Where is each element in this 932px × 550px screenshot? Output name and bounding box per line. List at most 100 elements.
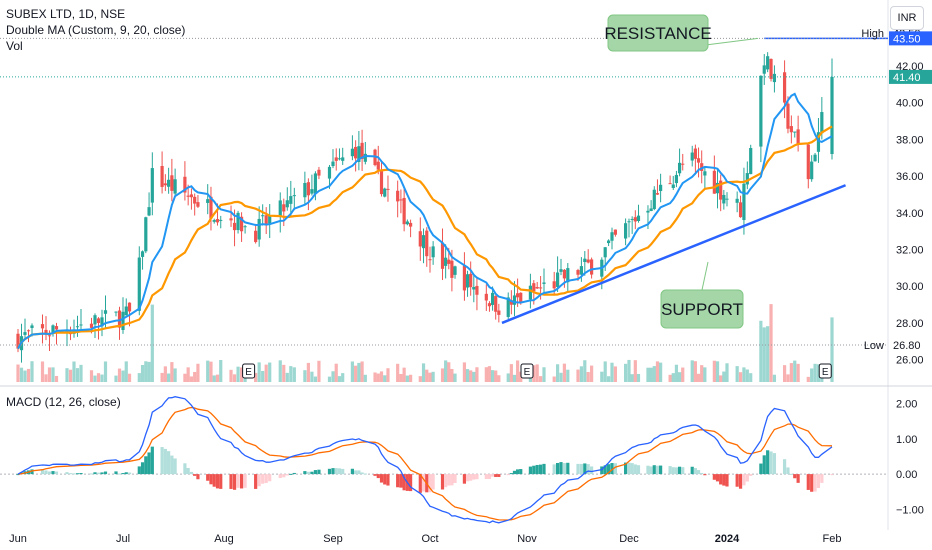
macd-histogram-bar	[72, 473, 76, 475]
macd-histogram-bar	[690, 466, 694, 475]
candle-body	[26, 330, 31, 332]
volume-bar	[722, 371, 726, 382]
volume-indicator-label[interactable]: Vol	[6, 39, 23, 53]
candle-body	[360, 142, 364, 159]
volume-bar	[677, 372, 682, 382]
macd-histogram-bar	[124, 472, 128, 475]
volume-bar	[386, 368, 390, 382]
volume-bar	[215, 374, 220, 382]
candle-body	[810, 161, 814, 180]
resistance-tag-value: 43.50	[893, 33, 921, 45]
macd-histogram-bar	[472, 474, 476, 480]
ma-indicator-label[interactable]: Double MA (Custom, 9, 20, close)	[6, 23, 186, 37]
macd-histogram-bar	[590, 466, 594, 475]
volume-bar	[681, 367, 685, 382]
volume-bar	[117, 368, 122, 382]
volume-bar	[630, 374, 634, 382]
macd-histogram-bar	[40, 469, 45, 475]
volume-bar	[652, 366, 656, 382]
macd-histogram-bar	[738, 474, 743, 489]
macd-histogram-bar	[646, 465, 650, 475]
macd-histogram-bar	[559, 462, 563, 475]
last-price-tag-bg	[889, 69, 932, 84]
volume-bar	[646, 367, 650, 382]
volume-bar	[341, 373, 345, 382]
volume-bar	[127, 373, 132, 382]
macd-tick-label: 1.00	[896, 434, 917, 446]
candle-body	[54, 326, 59, 330]
resistance-tag: 43.50	[889, 31, 932, 46]
volume-bar	[354, 365, 358, 382]
macd-histogram-bar	[317, 469, 321, 475]
candle-body	[163, 183, 167, 186]
volume-bar	[472, 371, 476, 382]
macd-tick-label: 0.00	[896, 469, 917, 481]
volume-bar	[72, 361, 76, 382]
macd-line	[17, 396, 833, 524]
volume-bar	[607, 376, 611, 382]
candle-body	[386, 188, 390, 190]
macd-histogram-bar	[624, 462, 628, 475]
macd-tick-label: −1.00	[896, 504, 924, 516]
volume-bar	[93, 375, 97, 382]
candle-body	[738, 202, 743, 218]
macd-histogram-bar	[816, 474, 821, 488]
macd-histogram-bar	[516, 469, 520, 475]
macd-histogram-bar	[649, 466, 653, 475]
macd-histogram-bar	[189, 471, 194, 475]
volume-bar	[484, 367, 488, 382]
candle-body	[121, 311, 125, 331]
macd-histogram-bar	[144, 456, 148, 475]
candle-body	[487, 303, 492, 307]
candle-body	[646, 210, 650, 213]
volume-bar	[47, 367, 52, 382]
macd-histogram-bar	[766, 450, 770, 475]
volume-bar	[506, 373, 510, 382]
macd-histogram-bar	[636, 465, 641, 475]
candle-body	[535, 287, 539, 289]
volume-bar	[494, 370, 498, 382]
volume-bar	[668, 374, 672, 382]
candle-body	[229, 218, 233, 221]
macd-histogram-bar	[583, 463, 587, 475]
volume-bar	[566, 369, 570, 382]
volume-bar	[310, 371, 314, 382]
macd-histogram-bar	[566, 462, 570, 475]
macd-histogram-bar	[313, 470, 318, 475]
candle-body	[715, 182, 720, 194]
earnings-marker-box	[520, 363, 534, 379]
candle-body	[830, 76, 834, 155]
candle-body	[484, 293, 488, 301]
volume-bar	[167, 373, 171, 382]
candle-body	[813, 154, 817, 162]
macd-histogram-bar	[239, 474, 244, 489]
high-tag-caption: High	[861, 28, 884, 40]
macd-histogram-bar	[719, 474, 723, 485]
macd-histogram-bar	[264, 474, 268, 484]
volume-bar	[421, 363, 426, 382]
macd-histogram-bar	[512, 470, 517, 475]
macd-histogram-bar	[350, 468, 354, 475]
volume-bar	[289, 366, 293, 382]
macd-histogram-bar	[440, 474, 445, 490]
macd-histogram-bar	[327, 468, 332, 475]
price-tick-label: 42.00	[896, 61, 924, 73]
candle-body	[509, 300, 513, 305]
macd-histogram-bar	[150, 446, 154, 475]
volume-bar	[236, 366, 240, 382]
volume-bar	[487, 366, 492, 382]
candle-body	[552, 281, 556, 289]
volume-bar	[453, 373, 457, 382]
macd-histogram-bar	[696, 470, 701, 475]
currency-button[interactable]: INR	[890, 6, 924, 30]
macd-indicator-label[interactable]: MACD (12, 26, close)	[6, 395, 121, 409]
volume-bar	[317, 360, 321, 382]
candle-body	[789, 126, 793, 133]
candle-body	[23, 332, 27, 335]
candle-body	[147, 207, 151, 216]
ma-slow-line	[17, 125, 833, 350]
candle-body	[696, 158, 701, 163]
volume-bar	[613, 366, 617, 382]
price-tick-label: 32.00	[896, 244, 924, 256]
